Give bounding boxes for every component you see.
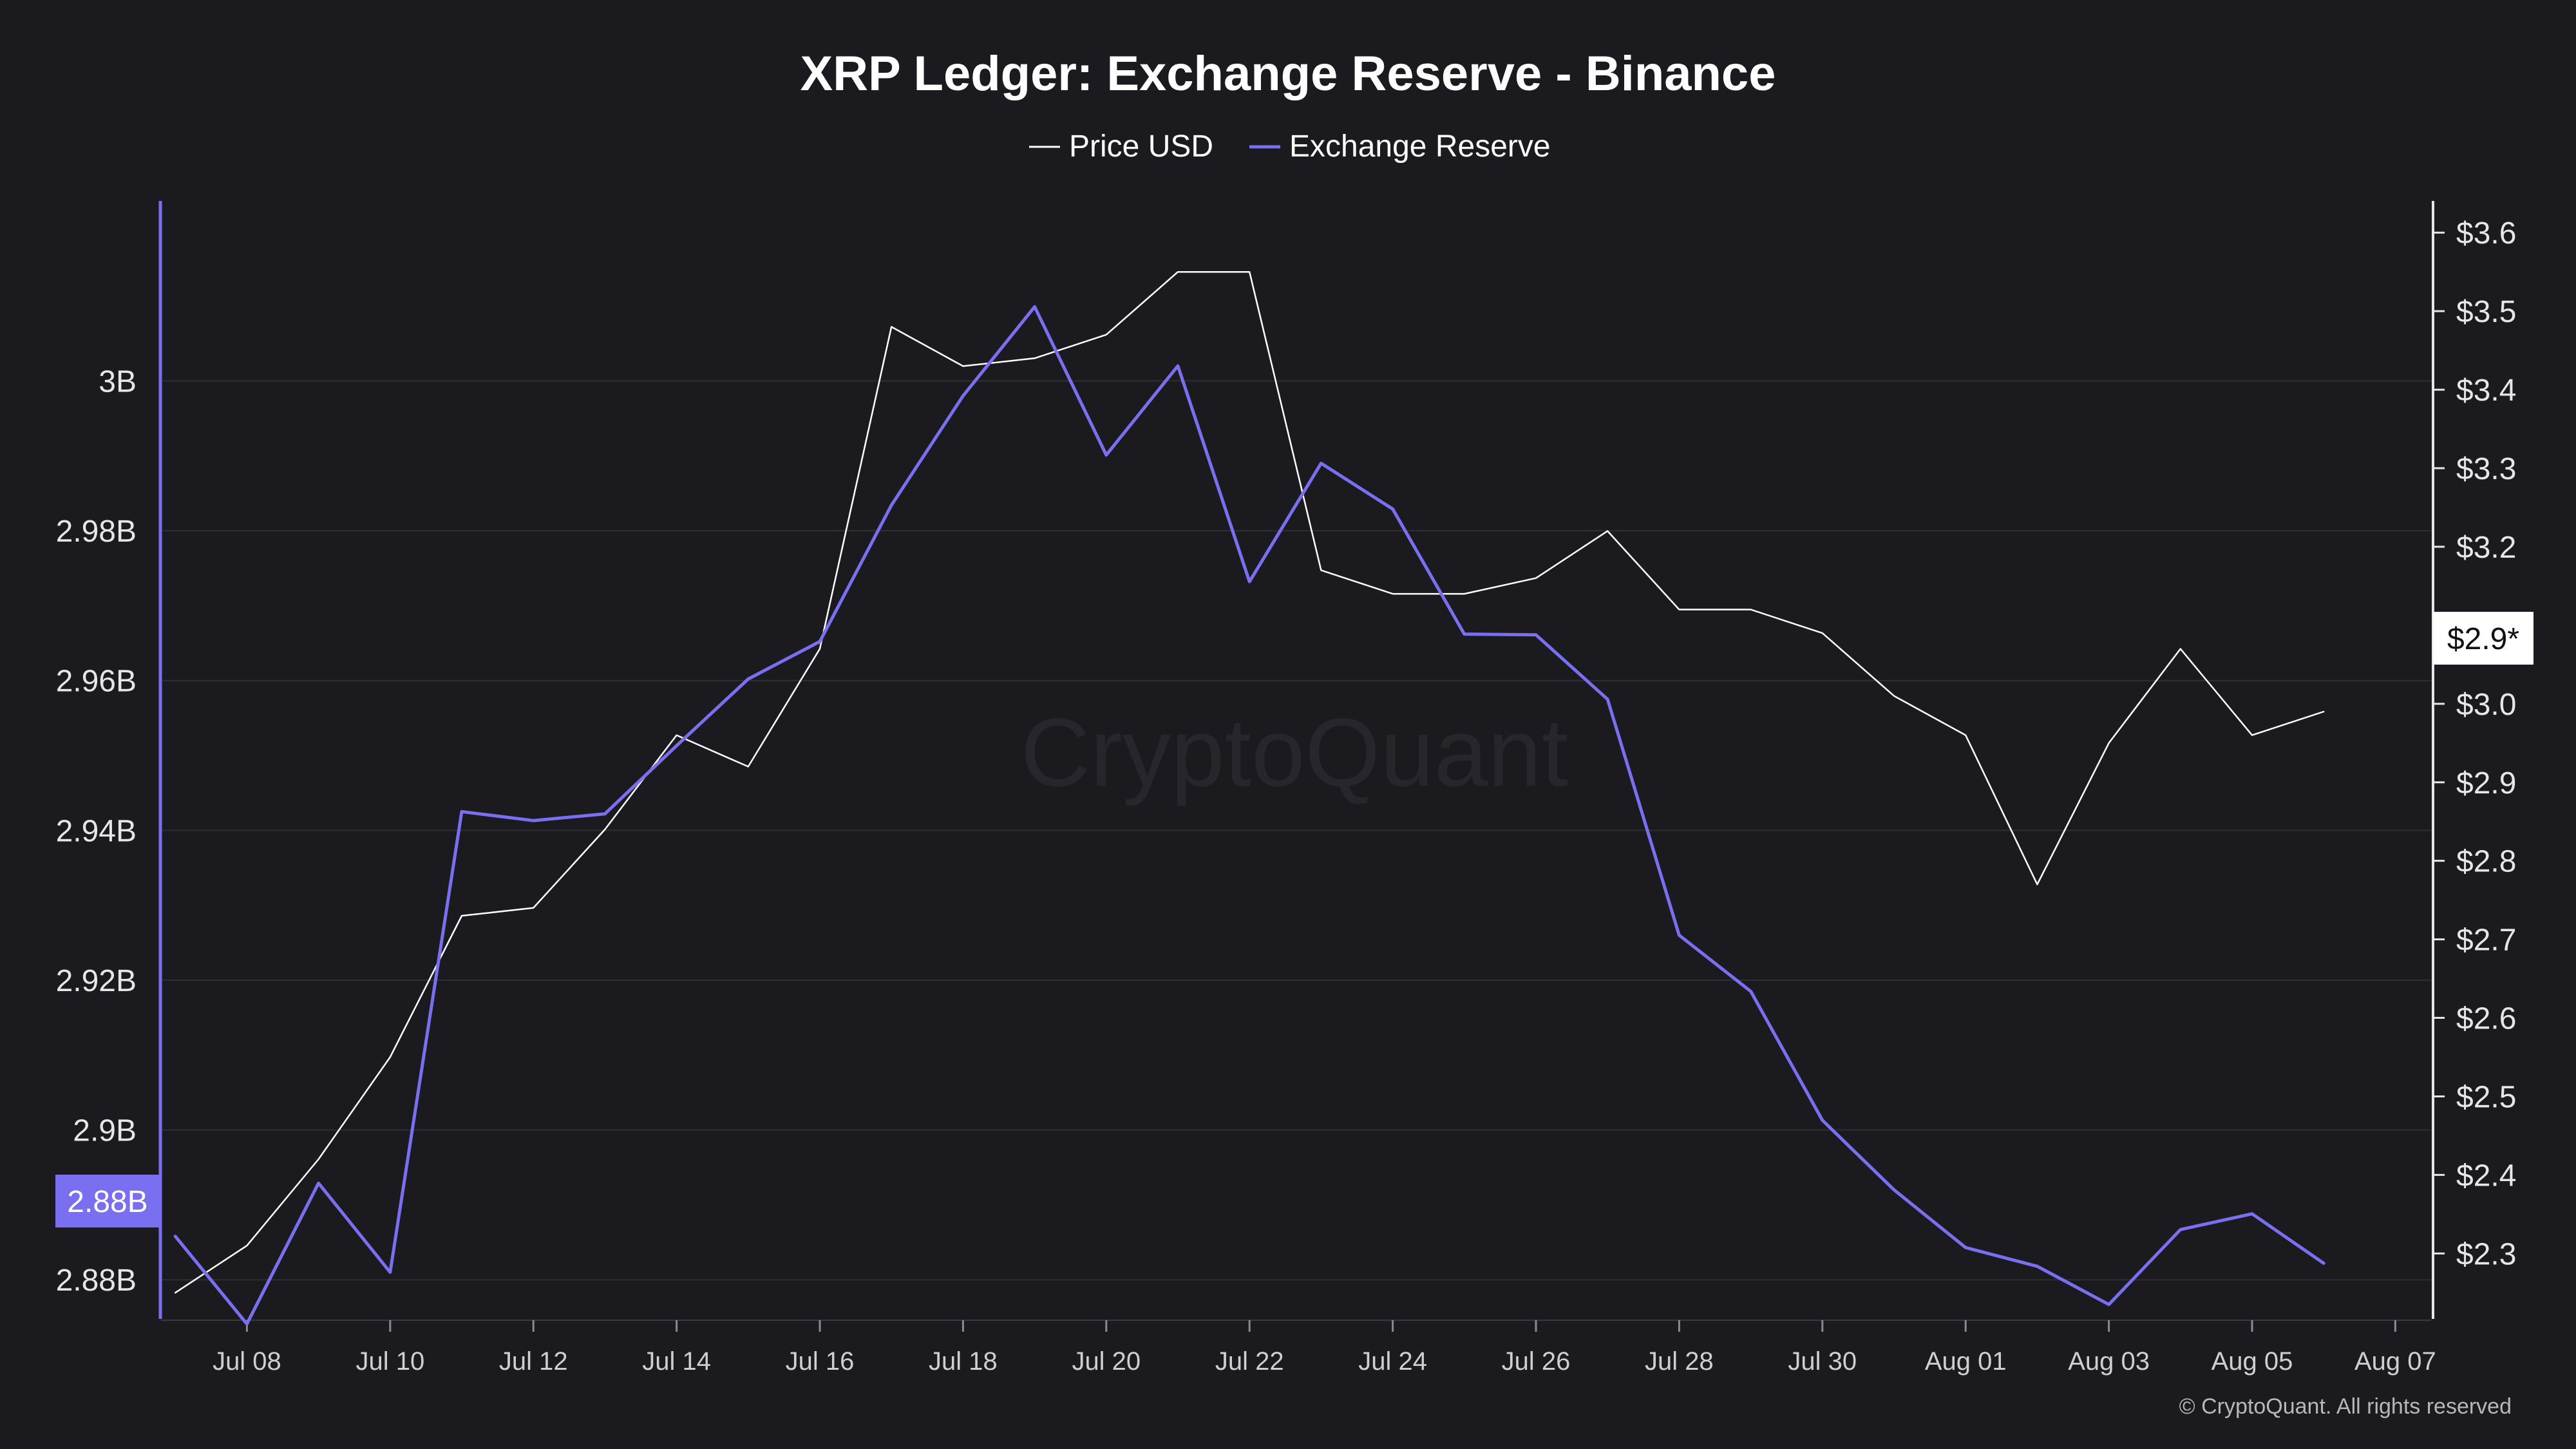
left-tick-label: 2.98B (56, 515, 137, 549)
right-badge-box (2433, 612, 2533, 665)
x-tick-label: Jul 26 (1502, 1347, 1571, 1376)
x-tick-label: Jul 18 (929, 1347, 998, 1376)
legend-label-price: Price USD (1069, 129, 1213, 164)
x-tick-label: Aug 03 (2068, 1347, 2150, 1376)
right-tick-label: $2.9 (2456, 766, 2516, 800)
series-line-exchange-reserve[interactable] (173, 305, 2325, 1326)
x-tick-label: Jul 10 (355, 1347, 424, 1376)
x-tick-label: Jul 12 (499, 1347, 568, 1376)
right-tick-label: $2.7 (2456, 923, 2516, 958)
x-axis: Jul 08 Jul 10 Jul 12 Jul 14 Jul 16 Jul 18 Jul … (161, 1320, 2436, 1376)
legend-label-reserve: Exchange Reserve (1289, 129, 1551, 164)
x-tick-label: Jul 20 (1072, 1347, 1141, 1376)
right-tick-label: $3.3 (2456, 452, 2516, 486)
x-tick-label: Aug 05 (2211, 1347, 2293, 1376)
left-tick-label: 2.92B (56, 964, 137, 998)
left-tick-label: 2.88B (56, 1264, 137, 1298)
x-tick-label: Jul 14 (642, 1347, 711, 1376)
right-axis: $2.3$2.4$2.5$2.6$2.7$2.8$2.9$3.0$3.1$3.2… (2432, 201, 2516, 1319)
left-badge-value: 2.88B (67, 1185, 147, 1219)
x-tick-label: Jul 24 (1358, 1347, 1427, 1376)
right-tick-label: $2.3 (2456, 1237, 2516, 1271)
right-tick-label: $2.6 (2456, 1002, 2516, 1036)
left-tick-label: 2.94B (56, 814, 137, 848)
x-tick-label: Jul 30 (1788, 1347, 1857, 1376)
right-tick-label: $3.0 (2456, 688, 2516, 722)
series-layer (173, 270, 2325, 1326)
right-tick-label: $3.2 (2456, 531, 2516, 565)
right-badge-value: $2.9* (2447, 622, 2519, 656)
right-tick-label: $2.4 (2456, 1159, 2516, 1193)
right-tick-label: $2.5 (2456, 1080, 2516, 1114)
left-tick-label: 2.96B (56, 665, 137, 699)
x-tick-label: Jul 22 (1215, 1347, 1284, 1376)
right-tick-label: $2.8 (2456, 845, 2516, 879)
left-current-badge: 2.88B (55, 1175, 160, 1227)
right-tick-label: $3.5 (2456, 295, 2516, 329)
x-tick-label: Jul 16 (786, 1347, 855, 1376)
left-badge-box (55, 1175, 160, 1227)
x-tick-label: Aug 01 (1925, 1347, 2007, 1376)
copyright: © CryptoQuant. All rights reserved (2179, 1394, 2512, 1419)
legend-item-reserve[interactable]: Exchange Reserve (1249, 129, 1551, 164)
right-tick-label: $3.6 (2456, 216, 2516, 251)
chart-title: XRP Ledger: Exchange Reserve - Binance (800, 46, 1776, 101)
left-axis: 2.88B 2.9B 2.92B 2.94B 2.96B 2.98B 3B (56, 201, 162, 1319)
left-tick-label: 3B (99, 365, 137, 399)
legend: Price USD Exchange Reserve (1029, 129, 1551, 164)
x-tick-label: Jul 28 (1645, 1347, 1714, 1376)
x-tick-label: Aug 07 (2354, 1347, 2436, 1376)
x-tick-label: Jul 08 (213, 1347, 281, 1376)
legend-item-price[interactable]: Price USD (1029, 129, 1213, 164)
left-tick-label: 2.9B (73, 1114, 137, 1148)
watermark: CryptoQuant (1021, 698, 1568, 806)
series-line-price-usd[interactable] (174, 270, 2325, 1294)
right-tick-label: $3.4 (2456, 374, 2516, 408)
grid (161, 380, 2431, 1281)
right-current-badge: $2.9* (2433, 612, 2533, 665)
